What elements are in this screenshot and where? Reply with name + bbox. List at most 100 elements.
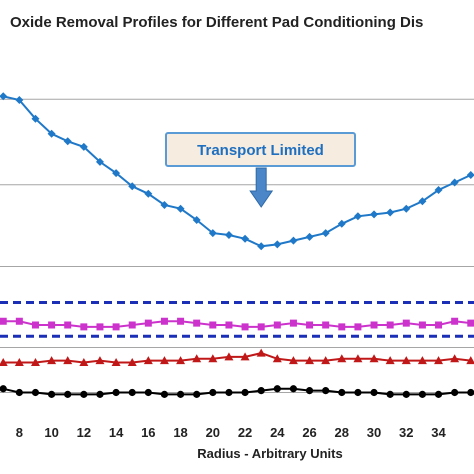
data-point	[160, 390, 169, 398]
x-tick-label: 28	[335, 425, 349, 440]
data-point	[0, 358, 8, 366]
series-square	[0, 317, 474, 331]
data-point	[144, 319, 152, 327]
x-tick-labels: 8 10 12 14 16 18 20 22 24 26 28 30 32 34	[16, 425, 447, 440]
data-point	[15, 96, 24, 104]
data-point	[0, 385, 7, 393]
data-point	[370, 210, 379, 219]
x-tick-label: 8	[16, 425, 23, 440]
data-point	[225, 321, 233, 329]
data-point	[144, 388, 152, 397]
data-point	[241, 388, 249, 397]
data-point	[272, 354, 282, 363]
data-point	[402, 390, 410, 398]
data-point	[450, 178, 459, 187]
data-point	[417, 356, 427, 365]
data-point	[386, 321, 394, 329]
data-point	[257, 387, 265, 395]
data-point	[369, 354, 379, 363]
data-point	[128, 388, 136, 397]
data-point	[96, 390, 104, 398]
series-line	[3, 320, 471, 328]
x-tick-label: 22	[238, 425, 252, 440]
data-point	[289, 385, 298, 393]
series-triangle	[0, 348, 474, 366]
data-point	[273, 240, 282, 249]
data-point	[176, 204, 185, 213]
x-tick-label: 14	[109, 425, 124, 440]
data-point	[47, 129, 56, 138]
data-point	[95, 356, 105, 365]
data-point	[224, 231, 233, 239]
x-tick-label: 30	[367, 425, 381, 440]
data-point	[208, 354, 218, 363]
data-point	[467, 388, 474, 397]
data-point	[402, 204, 411, 213]
data-point	[466, 356, 474, 365]
data-point	[224, 352, 234, 361]
data-point	[401, 356, 411, 365]
reference-lines	[0, 301, 474, 338]
data-point	[273, 321, 281, 329]
data-point	[79, 142, 88, 151]
data-point	[435, 321, 443, 329]
transport-limited-callout: Transport Limited	[165, 132, 356, 208]
data-point	[322, 387, 330, 395]
data-point	[467, 319, 474, 327]
series-line	[2, 387, 471, 396]
data-point	[338, 388, 346, 397]
data-point	[79, 358, 89, 366]
x-tick-label: 12	[77, 425, 91, 440]
data-point	[193, 390, 201, 398]
data-point	[128, 321, 136, 329]
data-point	[305, 232, 314, 241]
data-point	[241, 323, 249, 331]
data-point	[434, 390, 443, 398]
callout-text: Transport Limited	[197, 142, 324, 159]
data-point	[241, 234, 250, 243]
data-series	[0, 92, 474, 398]
data-point	[434, 356, 444, 365]
data-point	[322, 321, 330, 329]
data-point	[63, 137, 72, 146]
data-point	[386, 208, 395, 217]
data-point	[418, 321, 426, 329]
data-point	[160, 317, 168, 325]
data-point	[31, 388, 40, 397]
data-point	[112, 388, 120, 397]
data-point	[80, 323, 88, 331]
x-tick-label: 24	[270, 425, 285, 440]
data-point	[451, 388, 459, 397]
data-point	[15, 388, 23, 397]
data-point	[225, 388, 233, 397]
data-point	[47, 356, 57, 365]
data-point	[193, 319, 201, 327]
data-point	[289, 319, 297, 327]
data-point	[257, 242, 266, 251]
data-point	[418, 197, 427, 206]
data-point	[209, 321, 217, 329]
data-point	[208, 229, 217, 238]
data-point	[111, 358, 121, 366]
data-point	[0, 317, 7, 325]
data-point	[192, 216, 201, 224]
data-point	[128, 182, 137, 191]
x-tick-label: 10	[44, 425, 58, 440]
data-point	[14, 358, 24, 366]
x-tick-label: 32	[399, 425, 413, 440]
data-point	[289, 236, 298, 245]
data-point	[192, 354, 202, 363]
data-point	[95, 157, 104, 166]
data-point	[418, 390, 427, 398]
x-tick-label: 34	[431, 425, 446, 440]
data-point	[0, 92, 8, 101]
data-point	[144, 189, 153, 198]
data-point	[434, 186, 443, 194]
data-point	[338, 323, 346, 331]
data-point	[143, 356, 153, 365]
data-point	[370, 388, 378, 397]
data-point	[15, 317, 23, 325]
data-point	[370, 321, 378, 329]
data-point	[127, 358, 137, 366]
